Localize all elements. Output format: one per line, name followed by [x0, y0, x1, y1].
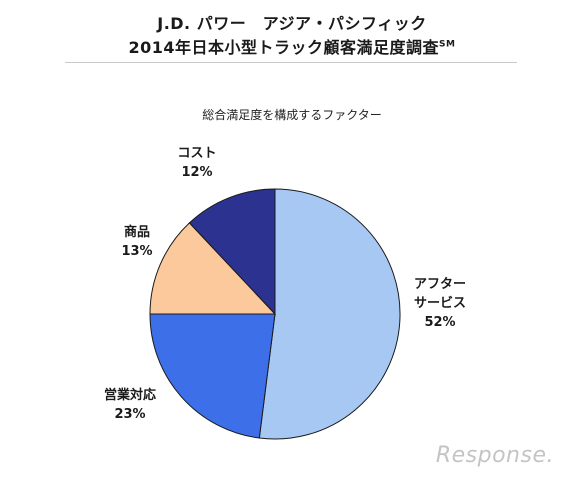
chart-title: 総合満足度を構成するファクター [202, 108, 382, 122]
pie-slice [149, 222, 277, 315]
slice-value-label: 52% [424, 315, 455, 330]
title-line-1: J.D. パワー アジア・パシフィック [157, 14, 427, 33]
slice-value-label: 23% [114, 407, 145, 422]
pie-slice [188, 188, 276, 316]
slice-value-label: 12% [181, 165, 212, 180]
slice-label: コスト 12% [177, 146, 216, 180]
slice-label: 営業対応 23% [104, 387, 156, 422]
title-line-2: 2014年日本小型トラック顧客満足度調査SM [0, 34, 584, 58]
service-mark: SM [439, 39, 456, 50]
slice-name-label: コスト [177, 146, 216, 161]
slice-name-label: アフター [414, 277, 466, 292]
slice-name-label: 商品 [124, 224, 150, 240]
slice-name-label: サービス [414, 295, 466, 311]
slice-label: 商品 13% [121, 224, 152, 259]
title-divider [65, 62, 517, 63]
slice-label: アフターサービス 52% [414, 277, 466, 330]
slice-name-label: 営業対応 [104, 387, 156, 403]
slice-value-label: 13% [121, 244, 152, 259]
response-watermark: Response. [435, 443, 554, 468]
pie-slice [258, 188, 401, 440]
title-line-2-text: 2014年日本小型トラック顧客満足度調査 [128, 38, 440, 57]
pie-slice [149, 313, 276, 439]
